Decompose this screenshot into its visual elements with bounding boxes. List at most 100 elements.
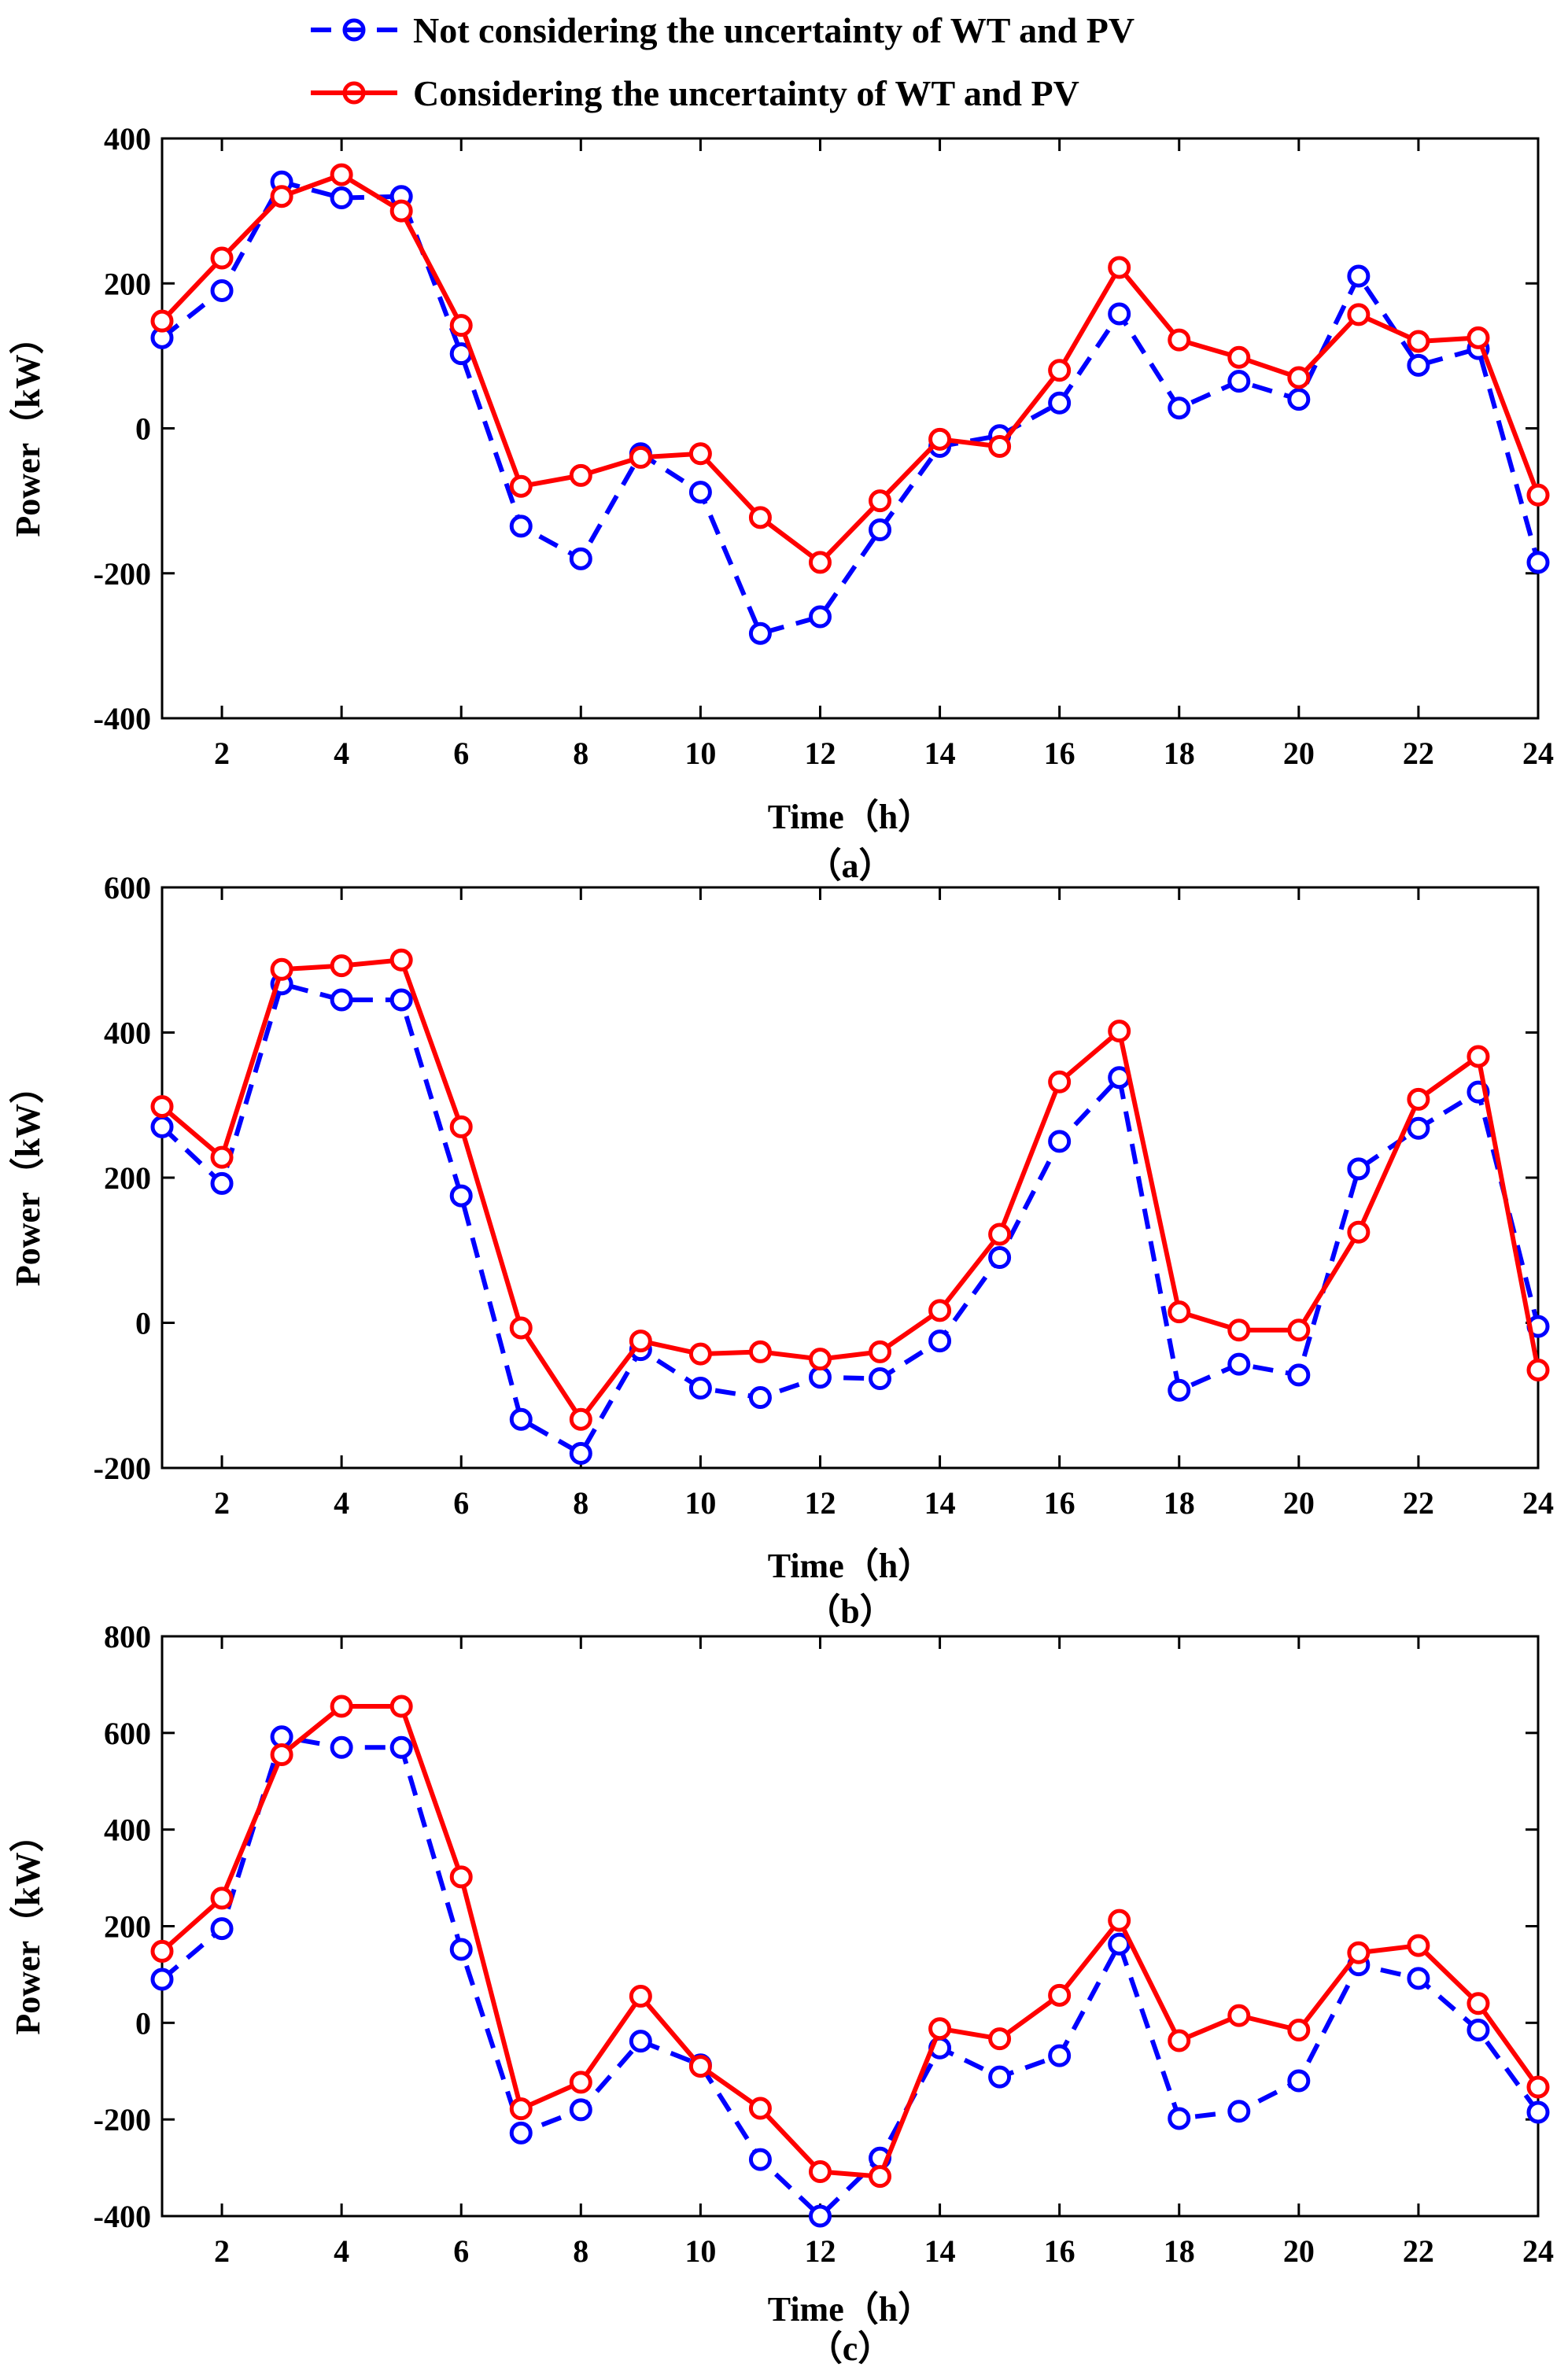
panel-b-axes-box [160,886,1540,1470]
panel-a-series-not-considering-point [210,278,234,302]
panel-a-xtick-label: 10 [684,736,716,771]
panel-c-series-considering-point [988,2027,1012,2051]
panel-c-ytick-label: -400 [94,2199,151,2234]
panel-c-axes-box [160,1635,1540,2218]
panel-b-series-considering-point [1526,1358,1550,1381]
panel-c: 2 4 6 8 10 12 14 16 18 20 22 24-400-200020040060080… [9,1619,1554,2368]
panel-c-series-considering-point [748,2097,772,2120]
panel-c-series-considering-point [1347,1941,1371,1964]
panel-a-series-considering-point [449,314,473,337]
panel-c-series-considering-point [629,1985,652,2008]
panel-c-series-considering-point [1108,1908,1131,1932]
panel-a-ytick-label: 0 [135,411,151,447]
panel-a-axes-box [160,137,1540,720]
panel-a-xtick-label: 24 [1522,736,1554,771]
panel-b-series-not-considering-point [449,1184,473,1208]
panel-b-series-considering-point [330,954,353,978]
panel-b-series-considering-point [210,1145,234,1169]
panel-b-series-not-considering-point [569,1442,592,1466]
panel-a-series-considering-point [330,163,353,186]
panel-b-series-considering-point [808,1348,832,1371]
panel-b: 2 4 6 8 10 12 14 16 18 20 22 24-2000200400600Time（h… [9,870,1554,1631]
panel-b-series-not-considering-point [150,1115,174,1138]
panel-b-xtick-label: 4 [334,1485,349,1521]
panel-b-ytick-label: -200 [94,1451,151,1486]
panel-c-series-considering-point [1407,1934,1430,1957]
panel-a-series-considering-point [748,506,772,529]
panel-a-series-considering-point [270,185,293,208]
panel-b-xtick-label: 12 [804,1485,836,1521]
panel-c-xtick-label: 14 [924,2233,956,2269]
panel-a-series-not-considering-point [1347,264,1371,288]
panel-a-ytick-label: -400 [94,701,151,736]
panel-c-xtick-label: 16 [1044,2233,1075,2269]
panel-a-series-considering-point [1407,330,1430,353]
legend: Not considering the uncertainty of WT an… [311,10,1134,113]
panel-c-series-considering-point [928,2017,952,2041]
panel-b-series-considering-point [1347,1220,1371,1244]
panel-c-series-not-considering-point [808,2204,832,2228]
panel-b-series-not-considering-point [808,1366,832,1389]
panel-c-panel-label: （c） [808,2329,893,2368]
panel-b-xtick-label: 14 [924,1485,956,1521]
panel-a-series-not-considering-point [1526,551,1550,574]
panel-c-series-considering-point [150,1939,174,1963]
panel-a-series-considering-point [869,489,892,513]
legend-label-considering: Considering the uncertainty of WT and PV [413,73,1079,113]
panel-c-series-not-considering-point [988,2065,1012,2089]
panel-b-series-not-considering-point [1168,1378,1191,1402]
panel-b-series-not-considering-point [1347,1157,1371,1181]
panel-c-xlabel: Time（h） [768,2290,932,2329]
panel-b-series-not-considering-point [330,988,353,1012]
panel-c-series-not-considering-point [1467,2019,1490,2042]
panel-a-xtick-label: 8 [573,736,588,771]
panel-b-series-considering-line [160,957,1540,1422]
panel-b-series-not-considering-point [928,1329,952,1353]
panel-b-series-considering-point [869,1340,892,1363]
panel-a-xtick-label: 12 [804,736,836,771]
panel-a-series-considering-point [928,427,952,451]
panel-c-xtick-label: 6 [453,2233,469,2269]
panel-c-xtick-label: 8 [573,2233,588,2269]
panel-a-xlabel: Time（h） [768,798,932,836]
panel-b-xtick-label: 20 [1283,1485,1315,1521]
panel-a-panel-label: （a） [807,846,894,885]
panel-b-series-not-considering-point [1407,1116,1430,1140]
panel-c-xtick-label: 10 [684,2233,716,2269]
panel-c-series-considering-point [1287,2019,1311,2042]
panel-c-series-not-considering-point [150,1967,174,1991]
panel-c-xtick-label: 22 [1403,2233,1434,2269]
panel-a-series-considering-point [1347,303,1371,326]
panel-a-series-not-considering-point [748,621,772,645]
panel-a-series-not-considering-line [160,179,1540,636]
panel-b-series-considering-point [1287,1318,1311,1342]
panel-b-series-not-considering-point [1227,1352,1251,1376]
panel-b-series-considering-point [688,1342,712,1366]
panel-c-series-not-considering-point [449,1938,473,1961]
panel-b-series-considering-point [509,1316,533,1340]
panel-b-series-considering-point [1467,1045,1490,1068]
panel-a-series-considering-point [629,445,652,469]
panel-a-xtick-label: 2 [214,736,230,771]
panel-c-series-considering-point [389,1695,413,1718]
panel-b-series-considering-point [1048,1070,1072,1093]
panel-a-series-not-considering-point [1407,353,1430,377]
panel-b-series-not-considering-line [160,981,1540,1456]
panel-b-series-considering-point [389,948,413,972]
legend-entry-considering: Considering the uncertainty of WT and PV [311,73,1079,113]
panel-b-xtick-label: 6 [453,1485,469,1521]
panel-b-series-considering-point [629,1329,652,1353]
panel-c-xtick-label: 20 [1283,2233,1315,2269]
panel-b-series-considering-point [1407,1087,1430,1111]
panel-a-series-considering-point [988,435,1012,459]
panel-a-xtick-label: 22 [1403,736,1434,771]
panel-c-series-not-considering-point [210,1917,234,1941]
panel-b-series-considering-point [748,1340,772,1363]
panel-b-xtick-label: 22 [1403,1485,1434,1521]
panel-b-ytick-label: 0 [135,1306,151,1341]
panel-b-xtick-label: 2 [214,1485,230,1521]
panel-c-series-considering-point [1227,2004,1251,2027]
panel-b-xlabel: Time（h） [768,1547,932,1585]
panel-c-series-considering-point [1467,1992,1490,2015]
panel-c-xtick-label: 12 [804,2233,836,2269]
